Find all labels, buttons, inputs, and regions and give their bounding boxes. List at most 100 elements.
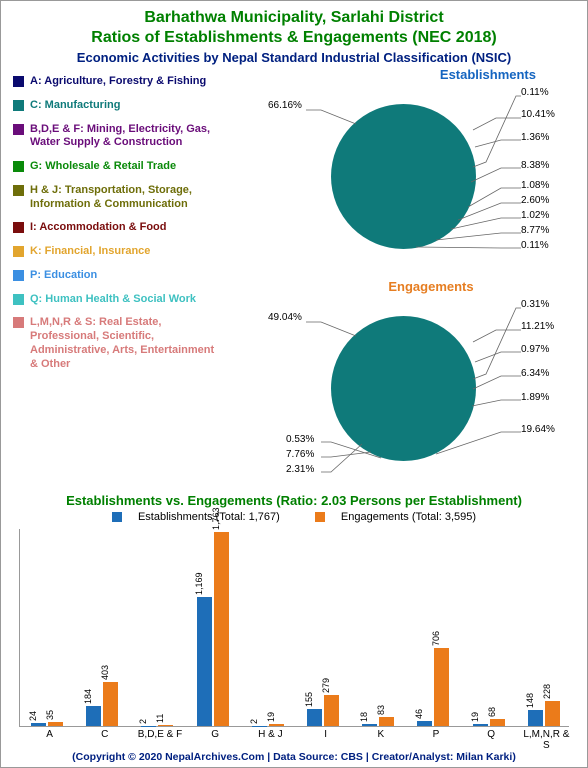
bar-value: 19 bbox=[470, 712, 480, 722]
legend-label: L,M,N,R & S: Real Estate, Professional, … bbox=[30, 316, 222, 371]
bar-category-label: A bbox=[24, 726, 75, 740]
pie-slice-label: 66.16% bbox=[268, 100, 302, 111]
legend-item: L,M,N,R & S: Real Estate, Professional, … bbox=[13, 316, 222, 371]
pie-slice-label: 0.11% bbox=[521, 240, 549, 251]
pie-slice-label: 0.97% bbox=[521, 344, 549, 355]
title-line-2: Ratios of Establishments & Engagements (… bbox=[11, 29, 577, 47]
title-line-1: Barhathwa Municipality, Sarlahi District bbox=[11, 9, 577, 27]
bar-value: 228 bbox=[542, 684, 552, 699]
pie-slice-label: 1.36% bbox=[521, 132, 549, 143]
subtitle: Economic Activities by Nepal Standard In… bbox=[11, 50, 577, 65]
bar-value: 1,763 bbox=[211, 508, 221, 531]
legend-item: I: Accommodation & Food bbox=[13, 221, 222, 235]
bar-category-label: I bbox=[300, 726, 351, 740]
bar-value: 184 bbox=[83, 689, 93, 704]
pie-slice-label: 10.41% bbox=[521, 109, 555, 120]
bar-est: 148 bbox=[528, 710, 543, 726]
legend-item: H & J: Transportation, Storage, Informat… bbox=[13, 184, 222, 212]
legend-item: B,D,E & F: Mining, Electricity, Gas, Wat… bbox=[13, 123, 222, 151]
bar-category-label: C bbox=[79, 726, 130, 740]
bar-value: 279 bbox=[321, 678, 331, 693]
legend-item: G: Wholesale & Retail Trade bbox=[13, 160, 222, 174]
legend-item: Q: Human Health & Social Work bbox=[13, 293, 222, 307]
pie-slice-label: 1.02% bbox=[521, 210, 549, 221]
legend-swatch bbox=[13, 100, 24, 111]
bar-est: 1,169 bbox=[197, 597, 212, 726]
legend-swatch bbox=[13, 246, 24, 257]
bar-category-label: P bbox=[410, 726, 461, 740]
pie-slice-label: 8.77% bbox=[521, 225, 549, 236]
bar-value: 2 bbox=[249, 719, 259, 724]
pie-slice-label: 2.60% bbox=[521, 195, 549, 206]
bar-legend-est: Establishments (Total: 1,767) bbox=[138, 511, 280, 523]
bar-category-label: K bbox=[355, 726, 406, 740]
legend-swatch bbox=[13, 294, 24, 305]
bar-eng: 83 bbox=[379, 717, 394, 726]
legend-swatch bbox=[13, 185, 24, 196]
legend-swatch bbox=[13, 124, 24, 135]
pie-slice-label: 1.89% bbox=[521, 392, 549, 403]
legend-item: P: Education bbox=[13, 269, 222, 283]
legend-item: C: Manufacturing bbox=[13, 99, 222, 113]
bar-est: 184 bbox=[86, 706, 101, 726]
ratio-title: Establishments vs. Engagements (Ratio: 2… bbox=[1, 493, 587, 508]
pie-title-establishments: Establishments bbox=[226, 67, 576, 82]
legend-swatch bbox=[13, 270, 24, 281]
legend-swatch bbox=[13, 317, 24, 328]
bar-value: 19 bbox=[266, 712, 276, 722]
bar-eng: 1,763 bbox=[214, 532, 229, 726]
bar-value: 35 bbox=[45, 710, 55, 720]
legend-swatch bbox=[13, 76, 24, 87]
legend-label: I: Accommodation & Food bbox=[30, 221, 166, 235]
bar-eng: 68 bbox=[490, 719, 505, 726]
bar-chart: 24 35 A 184 403 C 2 11 B,D,E & F 1,169 1… bbox=[19, 529, 569, 727]
footer-credits: (Copyright © 2020 NepalArchives.Com | Da… bbox=[1, 751, 587, 763]
bar-legend-eng: Engagements (Total: 3,595) bbox=[341, 511, 476, 523]
bar-est: 155 bbox=[307, 709, 322, 726]
bar-value: 148 bbox=[525, 693, 535, 708]
bar-category-label: H & J bbox=[245, 726, 296, 740]
pie-slice-label: 8.38% bbox=[521, 160, 549, 171]
bar-value: 706 bbox=[431, 631, 441, 646]
bar-category-label: L,M,N,R & S bbox=[521, 726, 572, 751]
bar-category-label: Q bbox=[466, 726, 517, 740]
legend-label: P: Education bbox=[30, 269, 97, 283]
legend-label: B,D,E & F: Mining, Electricity, Gas, Wat… bbox=[30, 123, 222, 151]
category-legend: A: Agriculture, Forestry & Fishing C: Man… bbox=[1, 67, 226, 489]
bar-category-label: B,D,E & F bbox=[134, 726, 185, 740]
pie-slice-label: 19.64% bbox=[521, 424, 555, 435]
title-block: Barhathwa Municipality, Sarlahi District… bbox=[1, 1, 587, 67]
pie-slice-label: 2.31% bbox=[286, 464, 314, 475]
pie-charts-area: Establishments 0.11%10.41%1.36%8.38%1.08… bbox=[226, 67, 576, 489]
bar-eng: 279 bbox=[324, 695, 339, 726]
pie-slice-label: 7.76% bbox=[286, 449, 314, 460]
bar-legend: Establishments (Total: 1,767) Engagement… bbox=[1, 511, 587, 523]
legend-label: Q: Human Health & Social Work bbox=[30, 293, 196, 307]
bar-category-label: G bbox=[190, 726, 241, 740]
pie-title-engagements: Engagements bbox=[226, 279, 576, 294]
legend-item: K: Financial, Insurance bbox=[13, 245, 222, 259]
bar-value: 2 bbox=[138, 719, 148, 724]
bar-eng: 403 bbox=[103, 682, 118, 726]
pie-slice-label: 49.04% bbox=[268, 312, 302, 323]
legend-label: C: Manufacturing bbox=[30, 99, 120, 113]
pie-slice-label: 0.11% bbox=[521, 87, 549, 98]
pie-slice-label: 0.53% bbox=[286, 434, 314, 445]
pie-establishments: 0.11%10.41%1.36%8.38%1.08%2.60%1.02%8.77… bbox=[226, 82, 576, 277]
legend-swatch bbox=[13, 161, 24, 172]
pie-slice-label: 6.34% bbox=[521, 368, 549, 379]
swatch-est bbox=[112, 512, 122, 522]
swatch-eng bbox=[315, 512, 325, 522]
bar-value: 403 bbox=[100, 665, 110, 680]
bar-value: 11 bbox=[155, 713, 165, 722]
legend-swatch bbox=[13, 222, 24, 233]
bar-value: 18 bbox=[359, 712, 369, 722]
legend-label: K: Financial, Insurance bbox=[30, 245, 150, 259]
bar-value: 68 bbox=[487, 707, 497, 717]
pie-slice-label: 11.21% bbox=[521, 321, 554, 332]
legend-label: A: Agriculture, Forestry & Fishing bbox=[30, 75, 206, 89]
bar-eng: 228 bbox=[545, 701, 560, 726]
bar-value: 83 bbox=[376, 705, 386, 715]
bar-eng: 706 bbox=[434, 648, 449, 726]
bar-value: 24 bbox=[28, 711, 38, 721]
